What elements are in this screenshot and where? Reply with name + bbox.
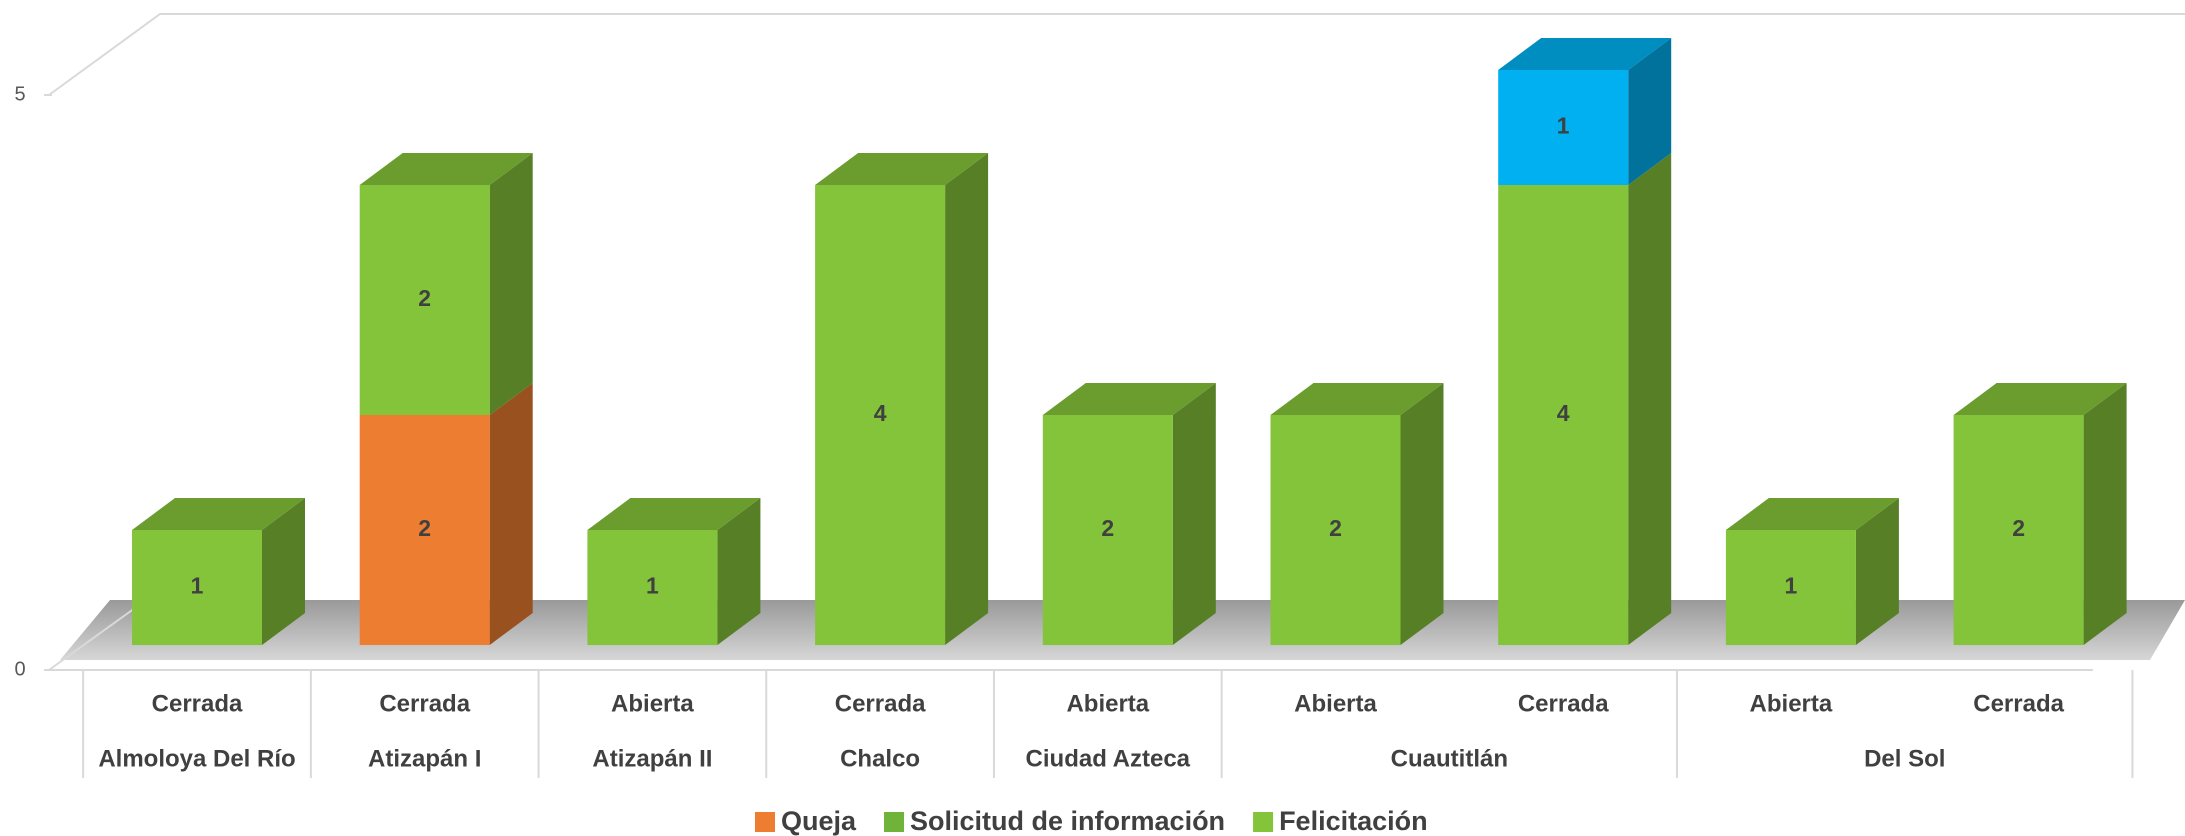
bar-side [945, 153, 989, 645]
data-label: 1 [1785, 573, 1798, 599]
data-label: 4 [874, 400, 887, 426]
y-tick-label: 0 [14, 658, 25, 680]
bar-side [1628, 38, 1672, 185]
data-label: 1 [191, 573, 204, 599]
back-wall [48, 13, 2185, 96]
group-label: Almoloya Del Río [98, 745, 295, 772]
bar [359, 415, 490, 645]
group-label: Chalco [840, 745, 920, 772]
bar-side [1628, 153, 1672, 645]
bar [1270, 415, 1401, 645]
legend-swatch [884, 812, 905, 832]
bar [132, 530, 262, 645]
data-label: 2 [1329, 515, 1342, 541]
bar-top [815, 153, 989, 185]
x-tick-label: Abierta [1066, 690, 1149, 717]
legend-swatch [1253, 812, 1274, 832]
data-label: 4 [1557, 400, 1570, 426]
bar [1498, 185, 1629, 645]
bar-side [717, 498, 761, 645]
legend-label: Felicitación [1279, 806, 1428, 836]
bar [815, 185, 946, 645]
bar-top [359, 153, 533, 185]
legend-label: Queja [781, 806, 857, 836]
bar-top [1725, 498, 1899, 530]
y-tick-label: 5 [14, 83, 25, 105]
bar-side [1855, 498, 1899, 645]
x-tick-label: Abierta [611, 690, 694, 717]
bar [587, 530, 718, 645]
x-tick-label: Cerrada [835, 690, 926, 717]
bar-top [1953, 383, 2127, 415]
group-label: Ciudad Azteca [1026, 745, 1191, 772]
legend-label: Solicitud de información [910, 806, 1225, 836]
group-label: Atizapán II [592, 745, 712, 772]
bar-top [1042, 383, 1216, 415]
bar-side [1400, 383, 1444, 645]
x-tick-label: Cerrada [379, 690, 470, 717]
bar-side [2083, 383, 2127, 645]
data-label: 1 [646, 573, 659, 599]
x-tick-label: Abierta [1750, 690, 1833, 717]
x-tick-label: Cerrada [1518, 690, 1609, 717]
bar [1725, 530, 1856, 645]
bar-side [262, 498, 305, 645]
data-label: 2 [1101, 515, 1114, 541]
bar-side [1172, 383, 1216, 645]
bar-top [587, 498, 761, 530]
data-label: 2 [418, 515, 431, 541]
bar-side [489, 153, 533, 415]
x-tick-label: Cerrada [1973, 690, 2064, 717]
bar-side [489, 383, 533, 645]
group-label: Cuautitlán [1391, 745, 1508, 772]
bar [1042, 415, 1173, 645]
bar [1498, 70, 1629, 185]
bar-top [132, 498, 305, 530]
data-label: 2 [418, 285, 431, 311]
x-tick-label: Abierta [1294, 690, 1377, 717]
legend-swatch [755, 812, 775, 832]
data-label: 1 [1557, 113, 1570, 139]
bar [359, 185, 490, 415]
group-label: Del Sol [1864, 745, 1945, 772]
bar-top [1498, 38, 1672, 70]
bar-top [1270, 383, 1444, 415]
data-label: 2 [2012, 515, 2025, 541]
group-label: Atizapán I [368, 745, 481, 772]
bar [1953, 415, 2084, 645]
x-tick-label: Cerrada [152, 690, 243, 717]
